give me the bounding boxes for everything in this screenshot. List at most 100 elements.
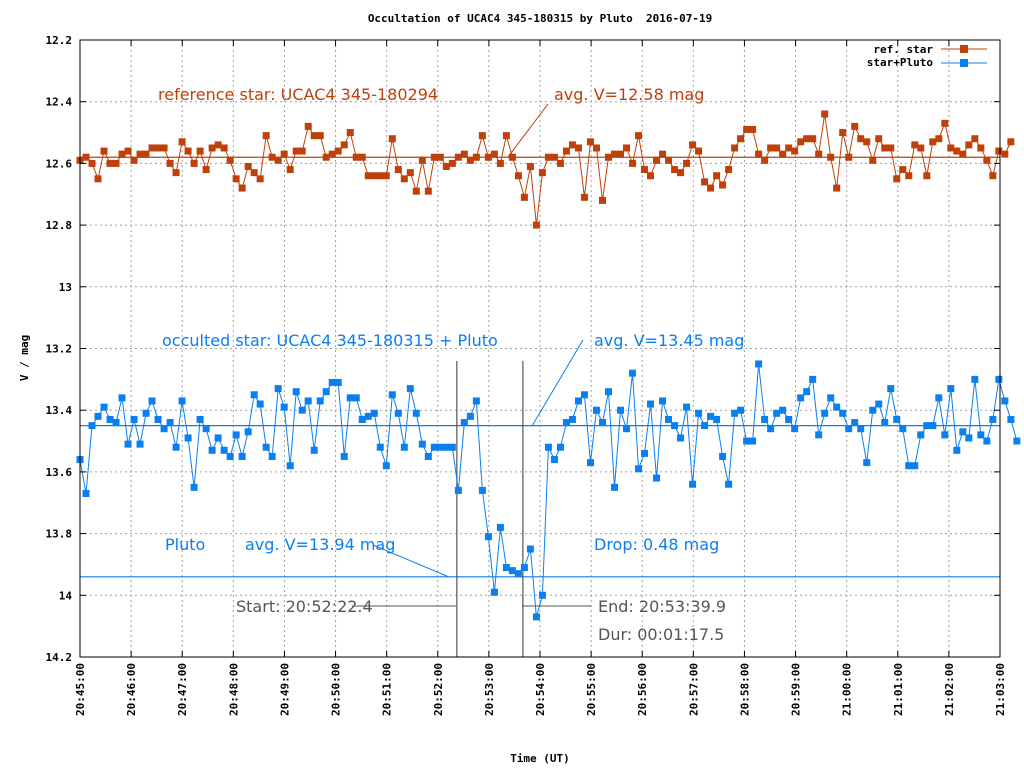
ref-star-point (526, 162, 534, 170)
star-pluto-point (935, 394, 943, 402)
ref-star-point (466, 156, 474, 164)
star-pluto-point (839, 409, 847, 417)
ref-star-point (424, 187, 432, 195)
ref-star-point (88, 159, 96, 167)
star-pluto-point (460, 419, 468, 427)
ref-star-point (923, 172, 931, 180)
ref-star-point (118, 150, 126, 158)
x-tick-label: 20:54:00 (534, 663, 547, 716)
ref-star-point (629, 159, 637, 167)
legend-marker-target (960, 59, 968, 67)
ref-star-point (274, 156, 282, 164)
star-pluto-point (617, 406, 624, 414)
star-pluto-point (857, 425, 865, 433)
ref-star-point (695, 147, 703, 155)
ref-star-point (989, 172, 997, 180)
ref-star-point (707, 184, 715, 192)
star-pluto-point (388, 391, 396, 399)
ref-star-point (418, 156, 426, 164)
ref-star-point (334, 147, 342, 155)
star-pluto-point (520, 564, 528, 572)
star-pluto-point (989, 415, 997, 423)
event-lines (456, 360, 524, 657)
ref-star-point (478, 132, 486, 140)
ref-star-point (220, 144, 228, 152)
ref-star-point (641, 166, 649, 174)
star-pluto-point (424, 452, 432, 460)
ref-star-point (665, 156, 673, 164)
star-pluto-point (610, 483, 618, 491)
x-tick-label: 20:57:00 (687, 663, 700, 716)
ref-star-point (172, 169, 180, 177)
star-pluto-point (707, 412, 715, 420)
ref-star-point (502, 132, 510, 140)
ref-star-point (358, 153, 366, 161)
x-tick-label: 21:01:00 (892, 663, 905, 716)
x-tick-label: 20:47:00 (176, 663, 189, 716)
ref-star-point (322, 153, 330, 161)
star-pluto-point (304, 397, 312, 405)
x-tick-label: 20:53:00 (483, 663, 496, 716)
star-pluto-point (965, 434, 973, 442)
ref-star-point (304, 122, 312, 130)
ref-star-point (292, 147, 300, 155)
ref-star-point (755, 150, 763, 158)
star-pluto-point (911, 462, 919, 470)
ref-star-point (130, 156, 138, 164)
ref-star-point (148, 144, 156, 152)
ref-star-point (160, 144, 168, 152)
star-pluto-point (466, 412, 474, 420)
ref-star-point (947, 144, 955, 152)
ref-star-point (400, 175, 408, 183)
ref-star-point (677, 169, 685, 177)
star-pluto-point (689, 480, 697, 488)
ref-star-point (977, 144, 985, 152)
star-pluto-point (971, 375, 979, 383)
y-tick-label: 13 (59, 281, 72, 294)
star-pluto-point (977, 431, 985, 439)
ref-star-point (208, 144, 216, 152)
star-pluto-point (893, 415, 901, 423)
star-pluto-point (623, 425, 631, 433)
star-pluto-point (899, 425, 907, 433)
ref-star-point (713, 172, 721, 180)
ref-star-point (124, 147, 132, 155)
ref-star-point (550, 153, 558, 161)
star-pluto-point (226, 452, 234, 460)
star-pluto-point (124, 440, 132, 448)
star-pluto-point (923, 422, 931, 430)
ref-star-point (773, 144, 781, 152)
end-label: End: 20:53:39.9 (598, 597, 726, 616)
star-pluto-point (604, 388, 612, 396)
ref-star-point (875, 135, 883, 143)
star-pluto-point (743, 437, 751, 445)
star-pluto-point (490, 588, 498, 596)
ref-star-point (881, 144, 889, 152)
ref-star-point (520, 193, 528, 201)
ref-star-point (653, 156, 661, 164)
star-pluto-point (725, 480, 733, 488)
ref-star-point (136, 150, 144, 158)
star-pluto-point (106, 415, 114, 423)
duration-label: Dur: 00:01:17.5 (598, 625, 724, 644)
pluto-avg-pointer (372, 544, 450, 578)
ref-star-point (298, 147, 306, 155)
star-pluto-point (148, 397, 156, 405)
star-pluto-point (671, 422, 679, 430)
star-pluto-point (358, 415, 366, 423)
pluto-label: Pluto (165, 535, 205, 554)
x-tick-label: 20:59:00 (790, 663, 803, 716)
star-pluto-point (322, 388, 330, 396)
star-pluto-point (256, 400, 264, 408)
star-pluto-point (316, 397, 324, 405)
ref-star-point (538, 169, 546, 177)
ref-star-point (689, 141, 697, 149)
star-pluto-point (280, 403, 288, 411)
star-pluto-point (869, 406, 877, 414)
star-pluto-point (881, 419, 889, 427)
ref-star-point (1001, 150, 1009, 158)
star-pluto-point (514, 570, 522, 578)
star-pluto-point (394, 409, 402, 417)
star-pluto-point (995, 375, 1003, 383)
